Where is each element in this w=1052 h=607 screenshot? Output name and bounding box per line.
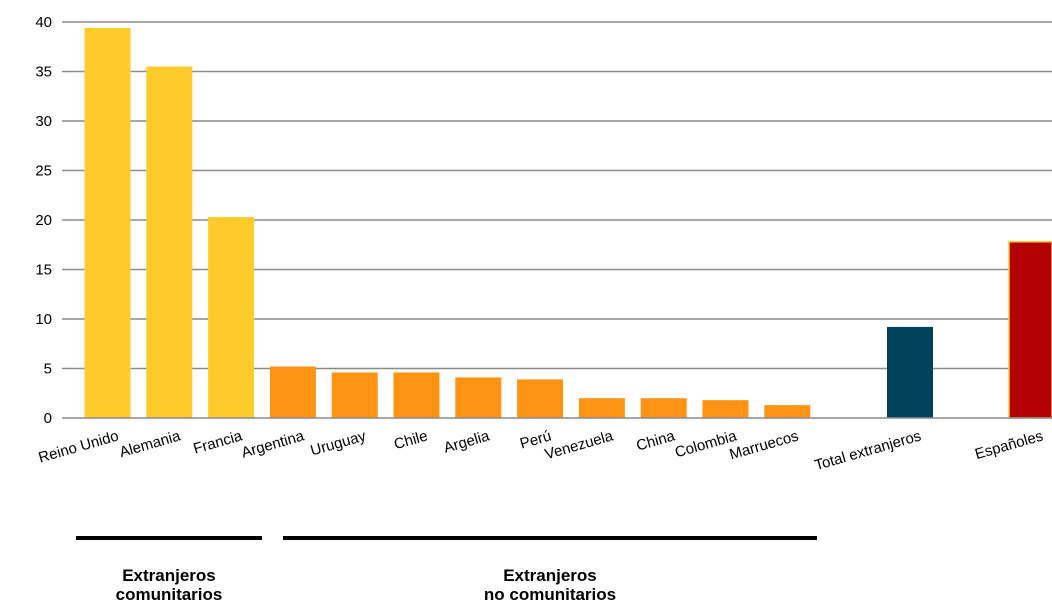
y-tick-label: 5 (44, 361, 52, 378)
bars (84, 27, 1052, 419)
bar (764, 405, 811, 418)
group-label-comunitarios-line2: comunitarios (115, 585, 223, 604)
bar (393, 372, 440, 418)
bar (208, 217, 255, 418)
y-tick-label: 0 (44, 410, 52, 427)
y-tick-label: 25 (35, 163, 52, 180)
x-category-label: China (634, 427, 677, 454)
group-label-no-comunitarios-line1: Extranjeros (503, 566, 597, 585)
y-tick-label: 40 (35, 14, 52, 31)
y-tick-label: 10 (35, 311, 52, 328)
y-tick-label: 20 (35, 212, 52, 229)
x-category-label: Argentina (240, 427, 307, 461)
y-tick-label: 35 (35, 64, 52, 81)
x-category-label: Argelia (442, 427, 492, 456)
bar (1008, 241, 1052, 419)
x-category-label: Uruguay (309, 427, 369, 459)
group-label-comunitarios: Extranjeros comunitarios (76, 566, 262, 604)
group-label-no-comunitarios-line2: no comunitarios (483, 585, 617, 604)
bar (146, 66, 193, 419)
x-category-label: Alemania (118, 427, 183, 461)
bar (455, 377, 502, 418)
x-category-label: Marruecos (728, 428, 801, 464)
bar (331, 372, 378, 418)
y-tick-label: 30 (35, 113, 52, 130)
x-category-label: Venezuela (543, 427, 616, 463)
y-tick-label: 15 (35, 262, 52, 279)
bar (269, 366, 316, 418)
x-category-label: Total extranjeros (813, 428, 923, 475)
x-category-label: Francia (191, 427, 244, 457)
bar (517, 379, 564, 418)
x-category-label: Chile (392, 428, 430, 454)
bar (640, 398, 687, 418)
group-label-comunitarios-line1: Extranjeros (122, 566, 216, 585)
bar (578, 398, 625, 418)
bar (84, 27, 131, 418)
bar (702, 400, 749, 418)
group-label-no-comunitarios: Extranjeros no comunitarios (283, 566, 817, 604)
x-category-label: Reino Unido (37, 428, 121, 467)
x-category-label: Españoles (973, 428, 1045, 464)
bar (887, 326, 933, 418)
y-axis-tick-labels: 0 5 10 15 20 25 30 35 40 (35, 14, 52, 427)
